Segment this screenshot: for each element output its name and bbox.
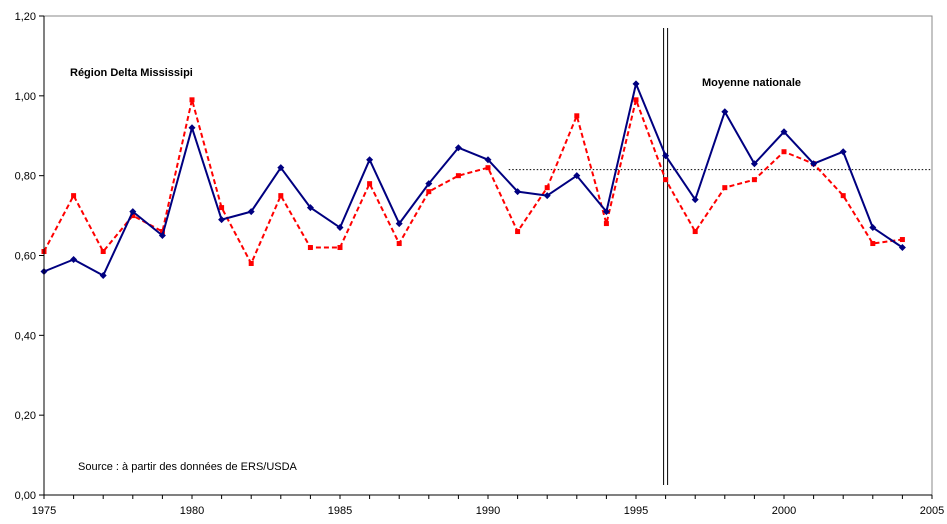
data-point-dashed xyxy=(603,221,609,227)
data-point-solid xyxy=(632,80,640,88)
y-tick-label: 0,40 xyxy=(15,330,36,342)
data-point-dashed xyxy=(899,237,905,243)
data-point-dashed xyxy=(159,229,165,235)
data-point-dashed xyxy=(100,249,106,255)
data-point-solid xyxy=(425,180,433,188)
data-point-solid xyxy=(99,271,107,279)
data-point-solid xyxy=(750,160,758,168)
data-point-dashed xyxy=(189,97,195,103)
data-point-solid xyxy=(188,124,196,132)
x-tick-label: 1990 xyxy=(476,505,500,517)
x-tick-label: 1975 xyxy=(32,505,56,517)
data-point-dashed xyxy=(692,229,698,235)
data-point-solid xyxy=(573,172,581,180)
data-point-solid xyxy=(810,160,818,168)
data-point-dashed xyxy=(278,193,284,199)
data-point-solid xyxy=(218,216,226,224)
y-tick-label: 0,00 xyxy=(15,490,36,502)
y-tick-label: 1,00 xyxy=(15,91,36,103)
data-point-dashed xyxy=(515,229,521,235)
data-point-dashed xyxy=(722,185,728,191)
data-point-solid xyxy=(129,208,137,216)
data-point-dashed xyxy=(337,245,343,251)
data-point-dashed xyxy=(219,205,225,211)
annotation-source: Source : à partir des données de ERS/USD… xyxy=(78,461,298,473)
data-point-solid xyxy=(247,208,255,216)
data-point-dashed xyxy=(71,193,77,199)
x-tick-label: 2000 xyxy=(772,505,796,517)
x-tick-label: 1980 xyxy=(180,505,204,517)
data-point-solid xyxy=(514,188,522,196)
data-point-solid xyxy=(366,156,374,164)
x-tick-label: 2005 xyxy=(920,505,944,517)
y-ticks: 0,00 0,20 0,40 0,60 0,80 1,00 1,20 xyxy=(15,11,44,502)
data-point-dashed xyxy=(367,181,373,187)
y-tick-label: 0,20 xyxy=(15,410,36,422)
data-point-solid xyxy=(839,148,847,156)
data-point-dashed xyxy=(307,245,313,251)
data-point-solid xyxy=(484,156,492,164)
reference-lines xyxy=(508,28,932,485)
data-point-solid xyxy=(543,192,551,200)
data-point-dashed xyxy=(870,241,876,247)
data-point-dashed xyxy=(485,165,491,171)
annotation-moyenne-nationale: Moyenne nationale xyxy=(702,77,801,89)
y-tick-label: 0,60 xyxy=(15,251,36,263)
data-point-dashed xyxy=(751,177,757,183)
data-point-dashed xyxy=(544,185,550,191)
plot-area xyxy=(43,15,933,496)
series-layer xyxy=(40,80,906,279)
data-point-solid xyxy=(336,224,344,232)
x-tick-label: 1985 xyxy=(328,505,352,517)
data-point-solid xyxy=(602,208,610,216)
series-line-solid xyxy=(43,82,903,277)
data-point-solid xyxy=(662,152,670,160)
data-point-dashed xyxy=(781,149,787,155)
x-tick-label: 1995 xyxy=(624,505,648,517)
data-point-solid xyxy=(869,224,877,232)
y-tick-label: 0,80 xyxy=(15,171,36,183)
data-point-solid xyxy=(395,220,403,228)
data-point-dashed xyxy=(840,193,846,199)
data-point-solid xyxy=(158,232,166,240)
data-point-dashed xyxy=(455,173,461,179)
data-point-solid xyxy=(780,128,788,136)
data-point-dashed xyxy=(426,189,432,195)
series-line-dashed xyxy=(43,98,903,265)
data-point-dashed xyxy=(396,241,402,247)
data-point-dashed xyxy=(633,97,639,103)
data-point-solid xyxy=(898,244,906,252)
y-tick-label: 1,20 xyxy=(15,11,36,23)
data-point-solid xyxy=(277,164,285,172)
data-point-dashed xyxy=(574,113,580,119)
data-point-solid xyxy=(691,196,699,204)
data-point-solid xyxy=(454,144,462,152)
x-ticks: 1975 1980 1985 1990 1995 2000 2005 xyxy=(32,495,944,517)
data-point-solid xyxy=(721,108,729,116)
data-point-solid xyxy=(306,204,314,212)
data-point-solid xyxy=(70,255,78,263)
data-point-dashed xyxy=(663,177,669,183)
data-point-dashed xyxy=(248,260,254,266)
annotation-region-delta: Région Delta Mississipi xyxy=(70,67,193,79)
data-point-dashed xyxy=(130,213,136,219)
